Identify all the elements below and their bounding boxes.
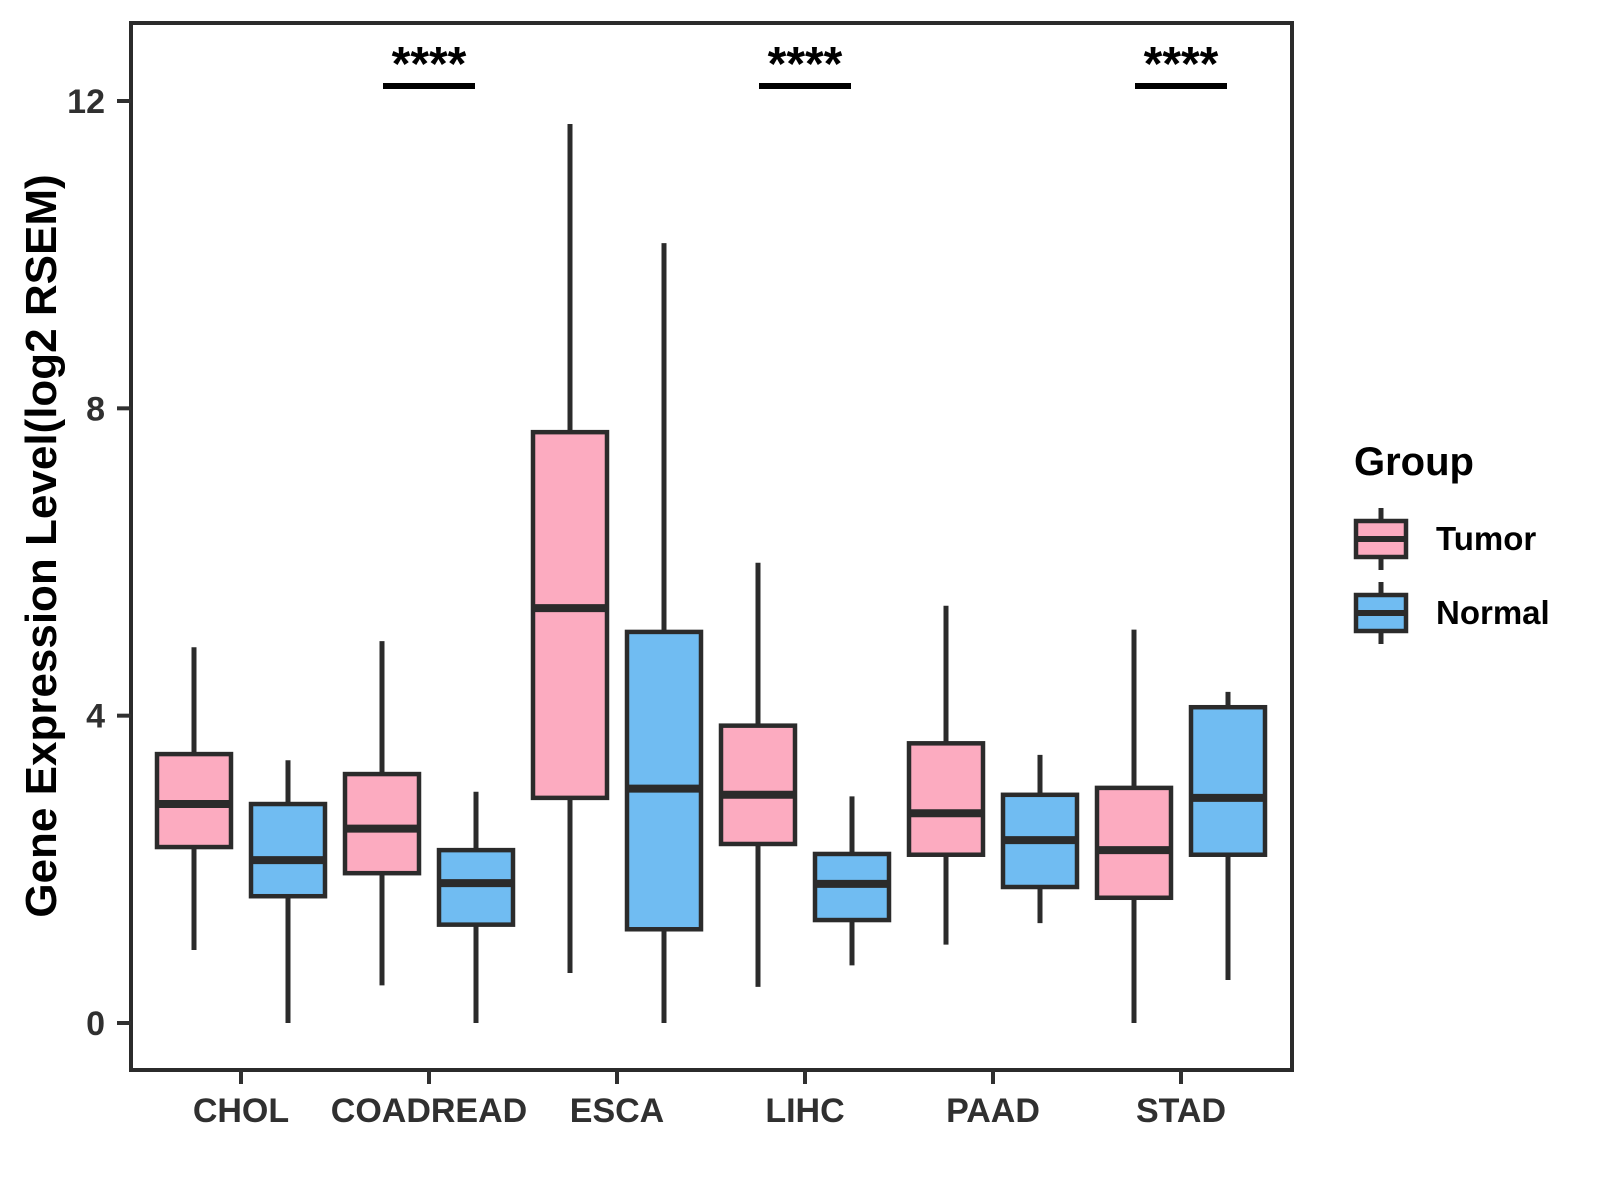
x-tick-label: CHOL (193, 1092, 289, 1130)
normal-box (624, 629, 704, 932)
legend-title: Group (1354, 440, 1474, 484)
y-axis-title: Gene Expression Level(log2 RSEM) (17, 174, 66, 918)
tumor-box (906, 741, 986, 857)
normal-box (248, 801, 328, 899)
y-tick-label: 4 (86, 698, 105, 736)
tumor-box (342, 771, 422, 876)
normal-boxplot-icon (1353, 582, 1409, 644)
legend-item-tumor: Tumor (1352, 507, 1550, 571)
tumor-boxplot-icon (1353, 508, 1409, 570)
plot-panel (129, 21, 1294, 1072)
significance-stars: **** (1144, 38, 1219, 91)
significance-stars: **** (768, 38, 843, 91)
x-tick-label: COADREAD (331, 1092, 527, 1130)
legend: Group Tumor Normal (1352, 440, 1550, 655)
y-tick-label: 8 (86, 390, 105, 428)
y-tick-label: 12 (67, 83, 105, 121)
legend-label-normal: Normal (1436, 594, 1550, 631)
x-tick-label: PAAD (946, 1092, 1040, 1130)
normal-box (436, 847, 516, 927)
tumor-box (530, 429, 610, 801)
normal-box (1188, 704, 1268, 857)
x-tick-label: STAD (1136, 1092, 1226, 1130)
tumor-box (1094, 785, 1174, 901)
legend-item-normal: Normal (1352, 581, 1550, 645)
y-tick-label: 0 (86, 1005, 105, 1043)
tumor-box (718, 723, 798, 847)
x-tick-label: ESCA (570, 1092, 664, 1130)
legend-label-tumor: Tumor (1436, 520, 1537, 557)
x-tick-label: LIHC (765, 1092, 844, 1130)
significance-stars: **** (392, 38, 467, 91)
